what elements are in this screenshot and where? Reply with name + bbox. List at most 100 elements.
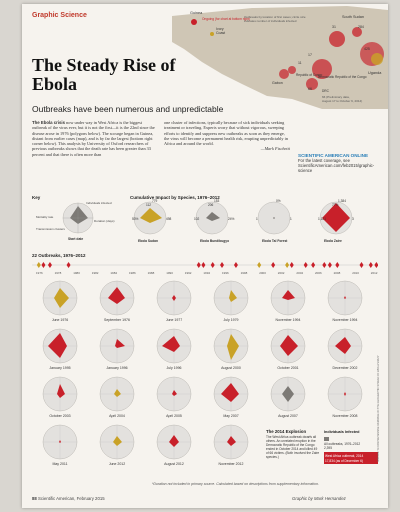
sa-online-text[interactable]: For the latest coverage, see ScientificA… bbox=[298, 158, 375, 173]
outbreak-label: May 2007 bbox=[223, 414, 238, 418]
species-name: Ebola Bundibugyo bbox=[200, 239, 229, 243]
timeline-year: 2006 bbox=[315, 271, 322, 275]
outbreak-circle-uganda-gold bbox=[371, 53, 383, 65]
timeline-mark bbox=[41, 262, 46, 268]
timeline-mark bbox=[374, 262, 378, 268]
timeline-mark bbox=[47, 262, 52, 268]
cumulative-value: 1,121 bbox=[318, 217, 326, 221]
timeline-year: 1978 bbox=[55, 271, 62, 275]
author-credit: —Mark Fischetti bbox=[260, 146, 290, 152]
outbreak-polygon bbox=[227, 436, 236, 446]
outbreak-label: October 2003 bbox=[49, 414, 70, 418]
timeline-year: 2000 bbox=[259, 271, 266, 275]
map-label-dr: DRC bbox=[322, 89, 330, 93]
timeline-mark bbox=[327, 262, 332, 268]
cumulative-value: 779 bbox=[152, 199, 158, 203]
timeline-year: 1998 bbox=[241, 271, 248, 275]
timeline-mark bbox=[36, 262, 41, 268]
outbreak-label: August 2000 bbox=[221, 366, 241, 370]
outbreak-label: May 2011 bbox=[52, 462, 67, 466]
map-label-284: 284 bbox=[358, 25, 364, 29]
timeline-year: 1994 bbox=[203, 271, 210, 275]
timeline-year: 1976 bbox=[36, 271, 43, 275]
cumulative-value: 53% bbox=[132, 217, 139, 221]
map-label-11: 11 bbox=[298, 61, 302, 65]
key-label: Key bbox=[32, 195, 41, 200]
footnote: *Duration not included in primary source… bbox=[152, 482, 319, 486]
map-label-uganda: Uganda bbox=[368, 71, 382, 75]
map-legend-coast: Coast bbox=[216, 31, 225, 35]
outbreak-label: November 1994 bbox=[276, 318, 301, 322]
explosion-title: The 2014 Explosion bbox=[266, 429, 306, 434]
map-label-31: 31 bbox=[332, 25, 336, 29]
outbreak-polygon bbox=[59, 440, 61, 443]
outbreak-circle-guinea bbox=[191, 19, 197, 25]
outbreak-polygon bbox=[108, 287, 125, 304]
outbreak-polygon bbox=[282, 290, 295, 300]
map-note-dates: August 17 to October 9, 2014) bbox=[322, 99, 362, 103]
outbreak-polygon bbox=[172, 295, 176, 301]
cumulative-value: 206 bbox=[208, 203, 214, 207]
timeline-mark bbox=[311, 262, 316, 268]
timeline-mark bbox=[233, 262, 238, 268]
cumulative-polygon bbox=[273, 217, 275, 219]
cumulative-value: 77% bbox=[332, 203, 339, 207]
sa-online-heading: SCIENTIFIC AMERICAN ONLINE bbox=[298, 153, 369, 158]
cumulative-panel: Cumulative Impact by Species, 1976–2012 … bbox=[130, 195, 354, 243]
timeline-year: 2010 bbox=[352, 271, 359, 275]
key-individuals: Individuals infected bbox=[86, 201, 112, 205]
cumulative-polygon bbox=[140, 208, 162, 223]
outbreak-polygon bbox=[344, 296, 346, 299]
timeline-mark bbox=[335, 262, 340, 268]
timeline-mark bbox=[201, 262, 206, 268]
page-number: 88 bbox=[32, 496, 37, 501]
outbreak-label: November 2012 bbox=[219, 462, 244, 466]
sa-online-box: SCIENTIFIC AMERICAN ONLINE For the lates… bbox=[298, 153, 378, 173]
outbreak-polygon bbox=[344, 392, 346, 396]
explosion-text: The West Africa outbreak dwarfs all othe… bbox=[266, 435, 320, 459]
map-label-republic-congo: Republic of Congo bbox=[296, 73, 322, 77]
timeline-mark bbox=[257, 262, 262, 268]
key-panel: Key Individuals infected Mortality rate … bbox=[32, 195, 115, 241]
timeline-year: 2008 bbox=[334, 271, 341, 275]
key-mortality: Mortality rate bbox=[36, 215, 54, 219]
explosion-ind-label: Individuals Infected bbox=[324, 430, 360, 434]
outbreak-polygon bbox=[282, 386, 294, 402]
key-duration: Duration (days) bbox=[94, 219, 115, 223]
explosion-wa-bar bbox=[324, 452, 378, 464]
outbreak-label: June 1977 bbox=[166, 318, 182, 322]
africa-map: Guinea Ongoing (for chart at bottom righ… bbox=[172, 6, 388, 109]
timeline-year: 1982 bbox=[92, 271, 99, 275]
magazine-page: Graphic Science Guinea Ongoing (for char… bbox=[22, 4, 388, 508]
map-label-gabon: Gabon bbox=[272, 81, 283, 85]
body-column-2: one cluster of infections, typically bec… bbox=[164, 120, 290, 152]
body-lead: The Ebola crisis bbox=[32, 120, 65, 125]
outbreak-label: November 2008 bbox=[333, 414, 358, 418]
cumulative-value: 1 bbox=[256, 217, 258, 221]
outbreak-label: January 1996 bbox=[106, 366, 127, 370]
page-title: The Steady Rise of Ebola bbox=[32, 55, 176, 94]
outbreak-label: June 2012 bbox=[109, 462, 125, 466]
body-column-1: The Ebola crisis now under way in West A… bbox=[32, 120, 158, 157]
footer-left: 88 Scientific American, February 2015 bbox=[32, 496, 105, 501]
outbreak-label: April 2005 bbox=[166, 414, 182, 418]
outbreak-label: October 2001 bbox=[277, 366, 298, 370]
timeline-mark bbox=[303, 262, 308, 268]
outbreak-polygon bbox=[172, 390, 177, 396]
cumulative-value: 0% bbox=[276, 199, 281, 203]
magazine-name: Scientific American, February 2015 bbox=[37, 496, 105, 501]
explosion-all-swatch bbox=[324, 437, 329, 441]
outbreak-polygon bbox=[162, 336, 180, 352]
outbreak-polygon bbox=[221, 383, 239, 402]
outbreak-circle-ivory bbox=[210, 32, 214, 36]
timeline-mark bbox=[66, 262, 71, 268]
outbreak-label: June 1976 bbox=[52, 318, 68, 322]
outbreak-polygon bbox=[169, 435, 179, 447]
outbreak-circle-gabon bbox=[279, 69, 289, 79]
timeline-year: 1996 bbox=[222, 271, 229, 275]
outbreak-circle-gabon2 bbox=[288, 66, 296, 74]
timeline-mark bbox=[285, 262, 290, 268]
outbreak-polygon bbox=[48, 333, 67, 358]
map-label-17: 17 bbox=[308, 53, 312, 57]
body-column-2-text: one cluster of infections, typically bec… bbox=[164, 120, 288, 147]
